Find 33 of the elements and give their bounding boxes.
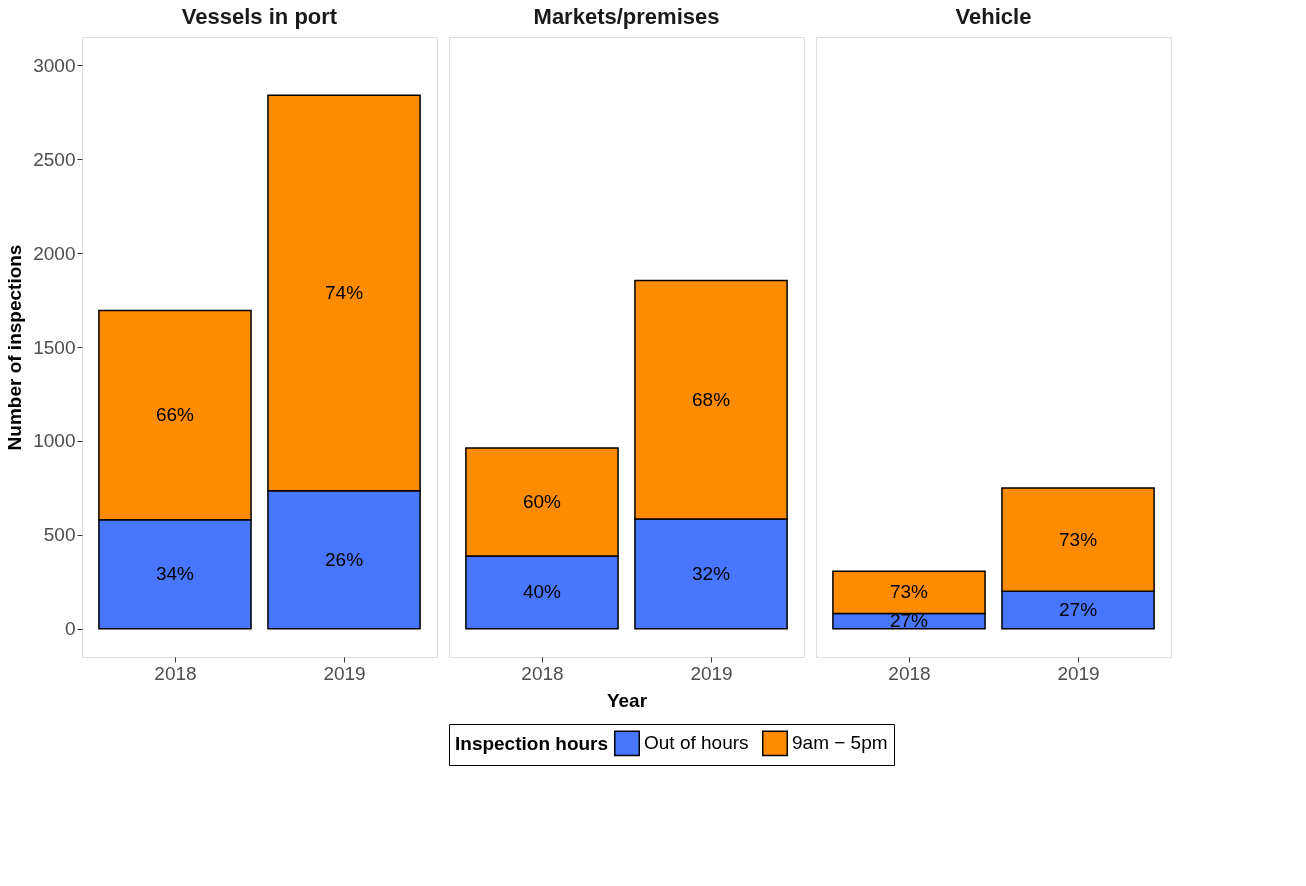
y-tick-label: 0: [64, 618, 76, 640]
x-tick-label: 2018: [154, 662, 197, 684]
annotation: 26%: [325, 548, 364, 570]
x-tick-label: 2019: [323, 662, 366, 684]
annotation: 34%: [155, 563, 195, 585]
y-tick-label: 500: [43, 524, 76, 546]
x-tick-label: 2018: [521, 662, 564, 684]
annotation: 73%: [889, 581, 929, 603]
annotation: 60%: [522, 490, 562, 512]
chart-title: Markets/premises: [533, 4, 720, 29]
annotation: 73%: [1059, 528, 1098, 550]
y-tick-label: 2500: [33, 148, 76, 170]
annotation: 27%: [1059, 599, 1098, 621]
annotation: 27%: [889, 610, 929, 632]
x-tick-label: 2019: [690, 662, 733, 684]
y-axis-title: Number of inspections: [4, 244, 26, 451]
annotation: 66%: [155, 404, 195, 426]
x-tick-label: 2018: [888, 662, 931, 684]
chart-title: Vessels in port: [181, 4, 338, 29]
y-tick-label: 2000: [33, 242, 76, 264]
x-axis-title: Year: [606, 689, 648, 711]
legend-label: Out of hours: [644, 732, 749, 754]
x-tick-label: 2019: [1057, 662, 1100, 684]
y-tick-label: 1500: [33, 336, 76, 358]
legend-title: Inspection hours: [455, 733, 609, 754]
chart-title: Vehicle: [955, 4, 1032, 29]
annotation: 32%: [692, 562, 731, 584]
y-tick-label: 1000: [33, 430, 76, 452]
legend-label: 9am − 5pm: [792, 732, 888, 754]
annotation: 68%: [692, 388, 731, 410]
annotation: 74%: [325, 281, 364, 303]
y-tick-label: 3000: [33, 54, 76, 76]
annotation: 40%: [522, 581, 562, 603]
